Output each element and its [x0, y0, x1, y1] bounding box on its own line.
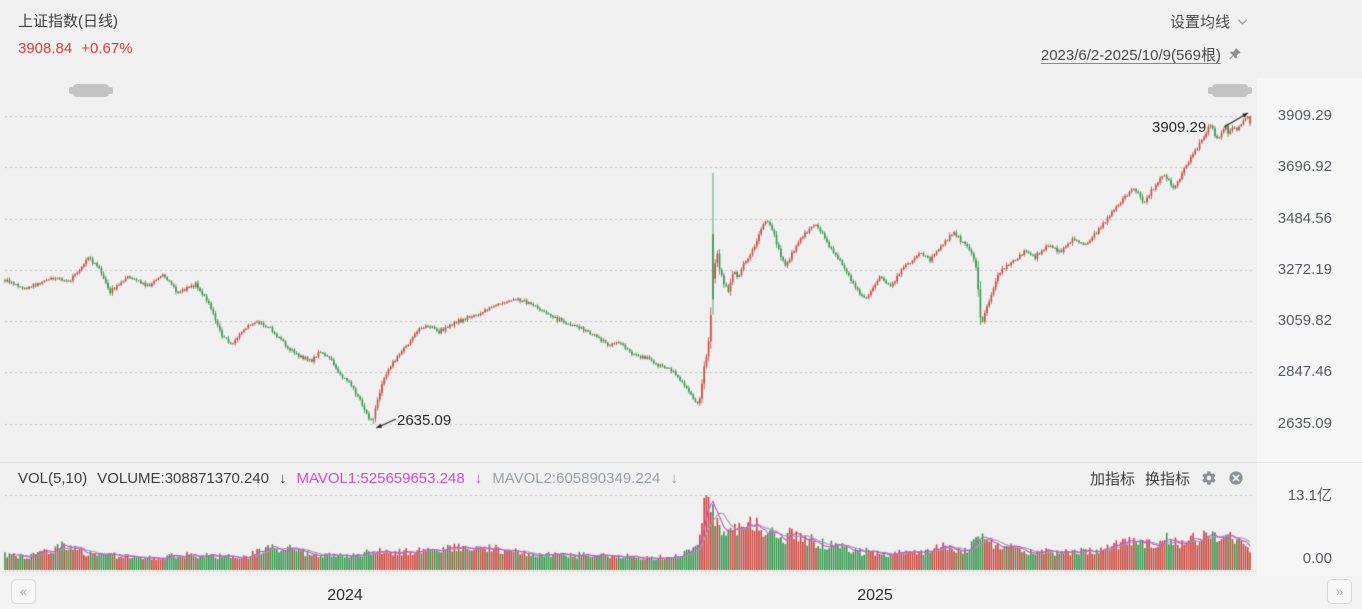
price-axis-label: 3696.92	[1277, 158, 1332, 175]
add-indicator-button[interactable]: 加指标	[1089, 470, 1135, 488]
x-axis-year-2025: 2025	[857, 587, 893, 604]
change-percent: +0.67%	[81, 40, 133, 57]
mavol1-value-label: MAVOL1:525659653.248	[296, 469, 465, 487]
volume-axis-label: 0.00	[1302, 550, 1332, 567]
price-axis-label: 2635.09	[1277, 415, 1332, 432]
chevron-down-icon	[1236, 17, 1248, 26]
date-range-row: 2023/6/2-2025/10/9(569根)	[1041, 44, 1243, 65]
volume-down-arrow-icon: ↓	[279, 469, 287, 487]
scroll-left-button[interactable]: «	[11, 579, 36, 604]
ma-settings-label: 设置均线	[1169, 14, 1230, 31]
mavol2-down-arrow-icon: ↓	[670, 469, 678, 487]
price-axis-label: 3909.29	[1277, 107, 1332, 124]
mavol1-down-arrow-icon: ↓	[474, 469, 483, 487]
gear-icon[interactable]	[1200, 470, 1217, 487]
range-handle-left[interactable]	[69, 84, 113, 97]
switch-indicator-button[interactable]: 换指标	[1144, 470, 1190, 488]
price-axis-label: 2847.46	[1277, 363, 1332, 380]
volume-value-label: VOLUME:308871370.240	[97, 469, 269, 487]
mavol2-value-label: MAVOL2:605890349.224	[492, 469, 661, 487]
indicator-actions: 加指标 换指标	[1090, 466, 1244, 490]
price-axis-label: 3272.19	[1277, 261, 1332, 278]
volume-indicator-header: VOL(5,10) VOLUME:308871370.240 ↓ MAVOL1:…	[18, 468, 678, 488]
price-row: 3908.84 +0.67%	[18, 40, 133, 57]
price-axis-label: 3059.82	[1277, 312, 1332, 329]
volume-axis-label: 13.1亿	[1287, 487, 1332, 504]
high-annotation: 3909.29	[1152, 119, 1207, 136]
ma-settings-button[interactable]: 设置均线	[1170, 11, 1248, 32]
range-handle-right[interactable]	[1208, 84, 1252, 97]
last-price: 3908.84	[18, 40, 73, 57]
vol-indicator-label: VOL(5,10)	[18, 469, 88, 487]
scroll-right-button[interactable]: »	[1327, 579, 1352, 604]
close-circle-icon[interactable]	[1227, 470, 1244, 487]
price-axis-label: 3484.56	[1277, 210, 1332, 227]
pin-icon[interactable]	[1226, 46, 1243, 63]
date-range-link[interactable]: 2023/6/2-2025/10/9(569根)	[1040, 47, 1221, 64]
panel-divider	[0, 462, 1362, 463]
symbol-title: 上证指数(日线)	[18, 13, 118, 30]
low-annotation: 2635.09	[397, 412, 452, 429]
x-axis-year-2024: 2024	[327, 587, 363, 604]
